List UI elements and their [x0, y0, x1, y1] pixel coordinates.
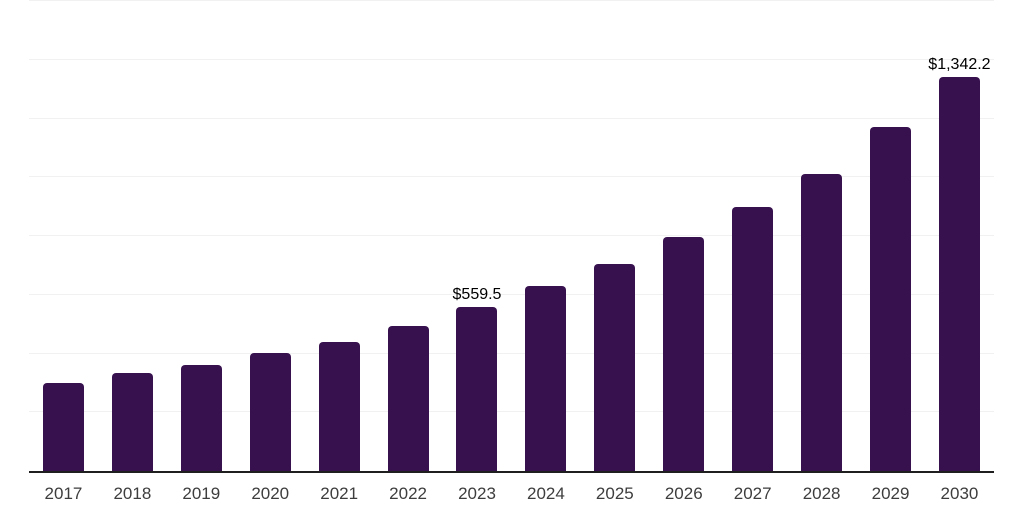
gridline-1200	[29, 117, 994, 119]
x-tick-label-2030: 2030	[940, 484, 979, 503]
x-axis: 2017 2018 2019 2020 2021 2022 2023 2024 2025 2026…	[29, 473, 994, 504]
bar-slot-2025	[580, 1, 649, 471]
bar-series: $559.5 $1,342.2	[29, 1, 994, 471]
bar-slot-2029	[856, 1, 925, 471]
bar-slot-2024	[511, 1, 580, 471]
gridline-200	[29, 411, 994, 413]
bar-2022	[387, 325, 429, 471]
gridline-1600	[29, 0, 994, 1]
x-tick-label-2021: 2021	[320, 484, 359, 503]
bar-value-label-2030: $1,342.2	[928, 55, 991, 73]
bar-2017	[42, 382, 84, 471]
bar-value-label-2023: $559.5	[452, 285, 502, 303]
bar-slot-2022	[374, 1, 443, 471]
x-tick-label-2018: 2018	[113, 484, 152, 503]
bar-slot-2018	[98, 1, 167, 471]
gridline-1400	[29, 58, 994, 60]
x-tick-label-2028: 2028	[802, 484, 841, 503]
bar-slot-2023: $559.5	[443, 1, 512, 471]
bar-slot-2020	[236, 1, 305, 471]
bar-slot-2030: $1,342.2	[925, 1, 994, 471]
bar-slot-2028	[787, 1, 856, 471]
x-tick-label-2029: 2029	[871, 484, 910, 503]
x-tick-label-2026: 2026	[664, 484, 703, 503]
x-tick-label-2025: 2025	[595, 484, 634, 503]
bar-slot-2027	[718, 1, 787, 471]
x-tick-label-2027: 2027	[733, 484, 772, 503]
x-tick-label-2024: 2024	[527, 484, 565, 503]
bar-slot-2026	[649, 1, 718, 471]
bar-2019	[180, 364, 222, 471]
bar-2028	[801, 173, 843, 471]
bar-2025	[594, 263, 636, 471]
gridline-600	[29, 293, 994, 295]
bar-2024	[525, 285, 567, 471]
x-tick-label-2023: 2023	[458, 484, 496, 503]
gridline-400	[29, 352, 994, 354]
plot-area: $559.5 $1,342.2	[29, 0, 994, 473]
gridline-1000	[29, 176, 994, 178]
x-tick-label-2019: 2019	[182, 484, 221, 503]
bar-2023	[456, 306, 498, 471]
bar-slot-2019	[167, 1, 236, 471]
bar-2021	[318, 341, 360, 471]
bar-2020	[249, 352, 291, 471]
bar-2029	[870, 127, 912, 471]
x-tick-label-2022: 2022	[389, 484, 427, 503]
gridline-800	[29, 235, 994, 236]
bar-slot-2021	[305, 1, 374, 471]
bar-2018	[111, 373, 153, 471]
x-tick-label-2020: 2020	[251, 484, 290, 503]
bar-slot-2017	[29, 1, 98, 471]
bar-2030	[938, 76, 980, 471]
bar-2026	[663, 236, 705, 471]
bar-2027	[732, 206, 774, 471]
x-tick-label-2017: 2017	[44, 484, 83, 503]
